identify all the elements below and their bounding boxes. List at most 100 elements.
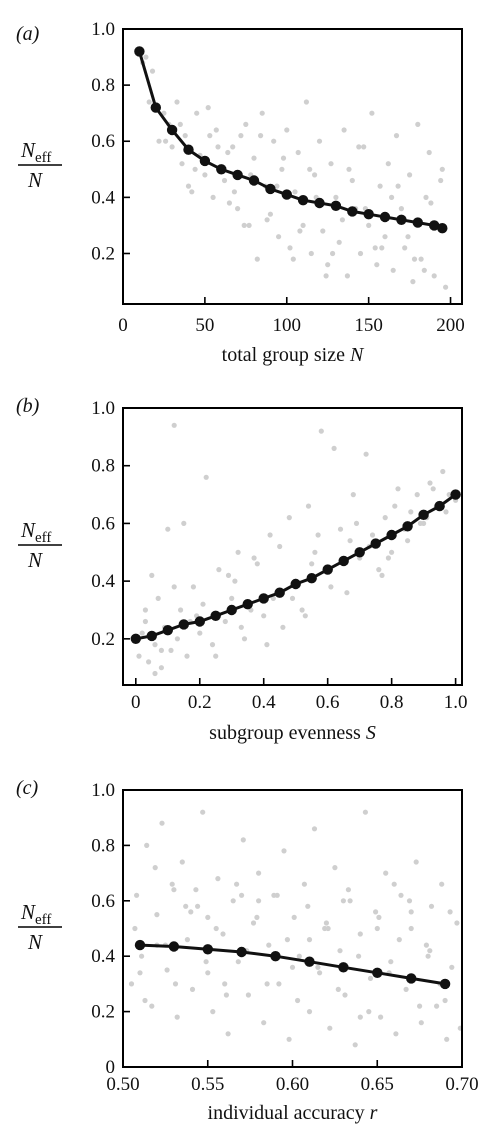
scatter-point — [264, 981, 270, 987]
scatter-point — [335, 986, 341, 993]
scatter-point — [277, 543, 283, 550]
scatter-point — [311, 826, 318, 832]
scatter-point — [239, 892, 245, 898]
scatter-point — [235, 959, 241, 965]
scatter-point — [296, 953, 302, 959]
curve-marker — [304, 956, 315, 967]
scatter-point — [149, 572, 155, 579]
scatter-point — [425, 953, 431, 959]
scatter-point — [438, 177, 444, 184]
curve-marker — [437, 223, 448, 234]
scatter-point — [417, 1003, 423, 1009]
y-tick-label: 0.4 — [91, 946, 115, 967]
x-axis-label: subgroup evenness S — [209, 722, 376, 744]
scatter-point — [307, 166, 313, 172]
x-tick-label: 1.0 — [444, 692, 468, 713]
curve-marker — [439, 978, 451, 990]
curve-marker — [322, 564, 333, 575]
scatter-point — [203, 474, 209, 480]
scatter-point — [139, 630, 145, 636]
scatter-point — [444, 1036, 450, 1042]
scatter-point — [357, 1014, 363, 1020]
scatter-point — [337, 948, 343, 954]
scatter-point — [261, 613, 267, 619]
scatter-point — [328, 584, 334, 590]
y-label-denominator: N — [27, 168, 43, 192]
scatter-point — [134, 892, 140, 898]
y-tick-label: 0.8 — [91, 456, 115, 477]
scatter-point — [415, 121, 421, 127]
scatter-point — [373, 909, 379, 915]
scatter-point — [308, 250, 314, 257]
curve-marker — [232, 169, 243, 181]
scatter-point — [428, 903, 435, 909]
scatter-point — [205, 914, 211, 921]
scatter-point — [408, 509, 414, 515]
scatter-point — [323, 920, 329, 926]
scatter-point — [238, 624, 244, 630]
mean-curve — [137, 50, 443, 230]
curve-marker — [338, 962, 349, 973]
x-tick-label: 0.65 — [361, 1074, 394, 1095]
scatter-point — [225, 572, 232, 579]
curve-marker — [347, 206, 358, 217]
scatter-point — [303, 99, 309, 105]
scatter-point — [350, 492, 356, 498]
scatter-point — [159, 820, 165, 826]
scatter-point — [312, 549, 318, 555]
scatter-point — [417, 520, 423, 527]
x-tick-label: 0.60 — [276, 1074, 309, 1095]
scatter-point — [238, 133, 244, 139]
scatter-point — [382, 515, 388, 521]
scatter-point — [369, 110, 375, 116]
scatter-point — [332, 865, 338, 871]
curve-marker — [281, 189, 292, 200]
scatter-point — [305, 503, 312, 509]
scatter-point — [352, 1042, 358, 1048]
scatter-point — [202, 172, 208, 178]
scatter-point — [377, 183, 383, 189]
scatter-point — [449, 964, 455, 970]
scatter-point — [427, 480, 433, 486]
x-tick-label: 0 — [118, 315, 128, 336]
scatter-point — [181, 520, 187, 527]
curve-marker — [199, 155, 211, 167]
scatter-point — [443, 284, 449, 290]
scatter-point — [341, 127, 347, 133]
scatter-point — [292, 189, 298, 195]
scatter-point — [264, 217, 270, 223]
scatter-point — [414, 492, 420, 498]
scatter-point — [418, 1020, 424, 1026]
scatter-point — [171, 584, 177, 590]
scatter-point — [315, 532, 321, 538]
curve-marker — [178, 619, 189, 630]
y-label-denominator: N — [27, 548, 43, 572]
scatter-point — [406, 898, 413, 904]
scatter-point — [346, 166, 352, 172]
scatter-point — [200, 601, 206, 607]
mean-curve — [139, 943, 446, 986]
scatter-point — [136, 653, 142, 659]
y-label-denominator: N — [27, 930, 43, 954]
scatter-point — [128, 981, 135, 987]
scatter-point — [243, 121, 249, 127]
x-tick-label: 50 — [195, 315, 214, 336]
scatter-point — [428, 200, 434, 206]
scatter-point — [385, 555, 391, 561]
scatter-point — [213, 127, 219, 133]
curve-marker — [372, 967, 383, 978]
scatter-point — [188, 909, 194, 915]
scatter-point — [327, 1025, 333, 1031]
scatter-point — [309, 561, 315, 567]
scatter-point — [402, 245, 408, 251]
scatter-point — [146, 659, 152, 665]
scatter-point — [280, 624, 286, 630]
scatter-point — [163, 138, 169, 144]
scatter-point — [336, 239, 342, 245]
scatter-point — [418, 256, 424, 262]
scatter-point — [408, 925, 414, 932]
scatter-point — [302, 613, 308, 619]
scatter-point — [169, 881, 175, 887]
scatter-point — [220, 931, 226, 937]
